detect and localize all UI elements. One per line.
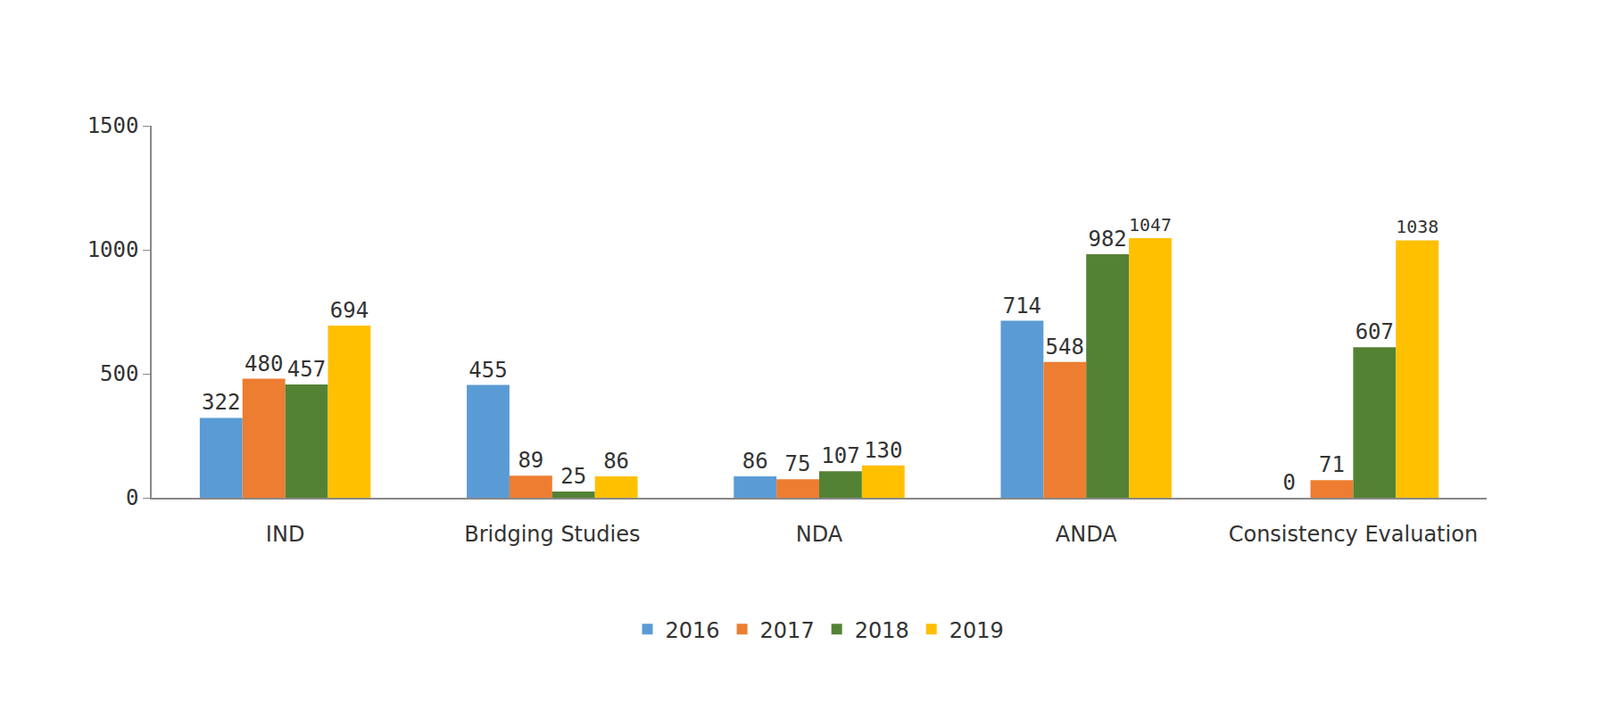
svg-text:2017: 2017: [760, 618, 815, 644]
svg-text:457: 457: [287, 356, 326, 382]
svg-text:607: 607: [1355, 319, 1394, 345]
svg-text:1038: 1038: [1395, 216, 1439, 238]
svg-text:1047: 1047: [1128, 215, 1172, 236]
svg-text:2018: 2018: [854, 618, 910, 644]
svg-text:548: 548: [1045, 334, 1085, 360]
svg-text:322: 322: [201, 389, 241, 415]
svg-text:107: 107: [820, 443, 860, 469]
svg-text:1000: 1000: [87, 237, 140, 263]
svg-text:130: 130: [863, 438, 903, 464]
svg-text:714: 714: [1003, 293, 1042, 319]
svg-text:86: 86: [603, 448, 630, 474]
svg-text:NDA: NDA: [795, 522, 844, 548]
svg-text:IND: IND: [265, 522, 306, 548]
svg-text:71: 71: [1318, 452, 1345, 478]
svg-text:694: 694: [330, 298, 369, 324]
svg-text:480: 480: [244, 351, 283, 377]
svg-text:0: 0: [125, 485, 139, 511]
svg-text:75: 75: [785, 451, 812, 477]
svg-text:25: 25: [560, 464, 587, 490]
svg-text:86: 86: [742, 448, 769, 474]
svg-text:1500: 1500: [87, 113, 140, 139]
svg-text:89: 89: [517, 447, 544, 473]
svg-text:Bridging Studies: Bridging Studies: [464, 522, 640, 548]
svg-text:455: 455: [468, 357, 507, 383]
svg-text:2016: 2016: [665, 618, 721, 644]
svg-text:2019: 2019: [949, 618, 1004, 644]
svg-text:982: 982: [1087, 226, 1127, 252]
svg-text:0: 0: [1282, 470, 1295, 496]
svg-text:500: 500: [99, 361, 139, 387]
svg-text:ANDA: ANDA: [1055, 522, 1118, 548]
svg-text:Consistency Evaluation: Consistency Evaluation: [1228, 522, 1478, 548]
